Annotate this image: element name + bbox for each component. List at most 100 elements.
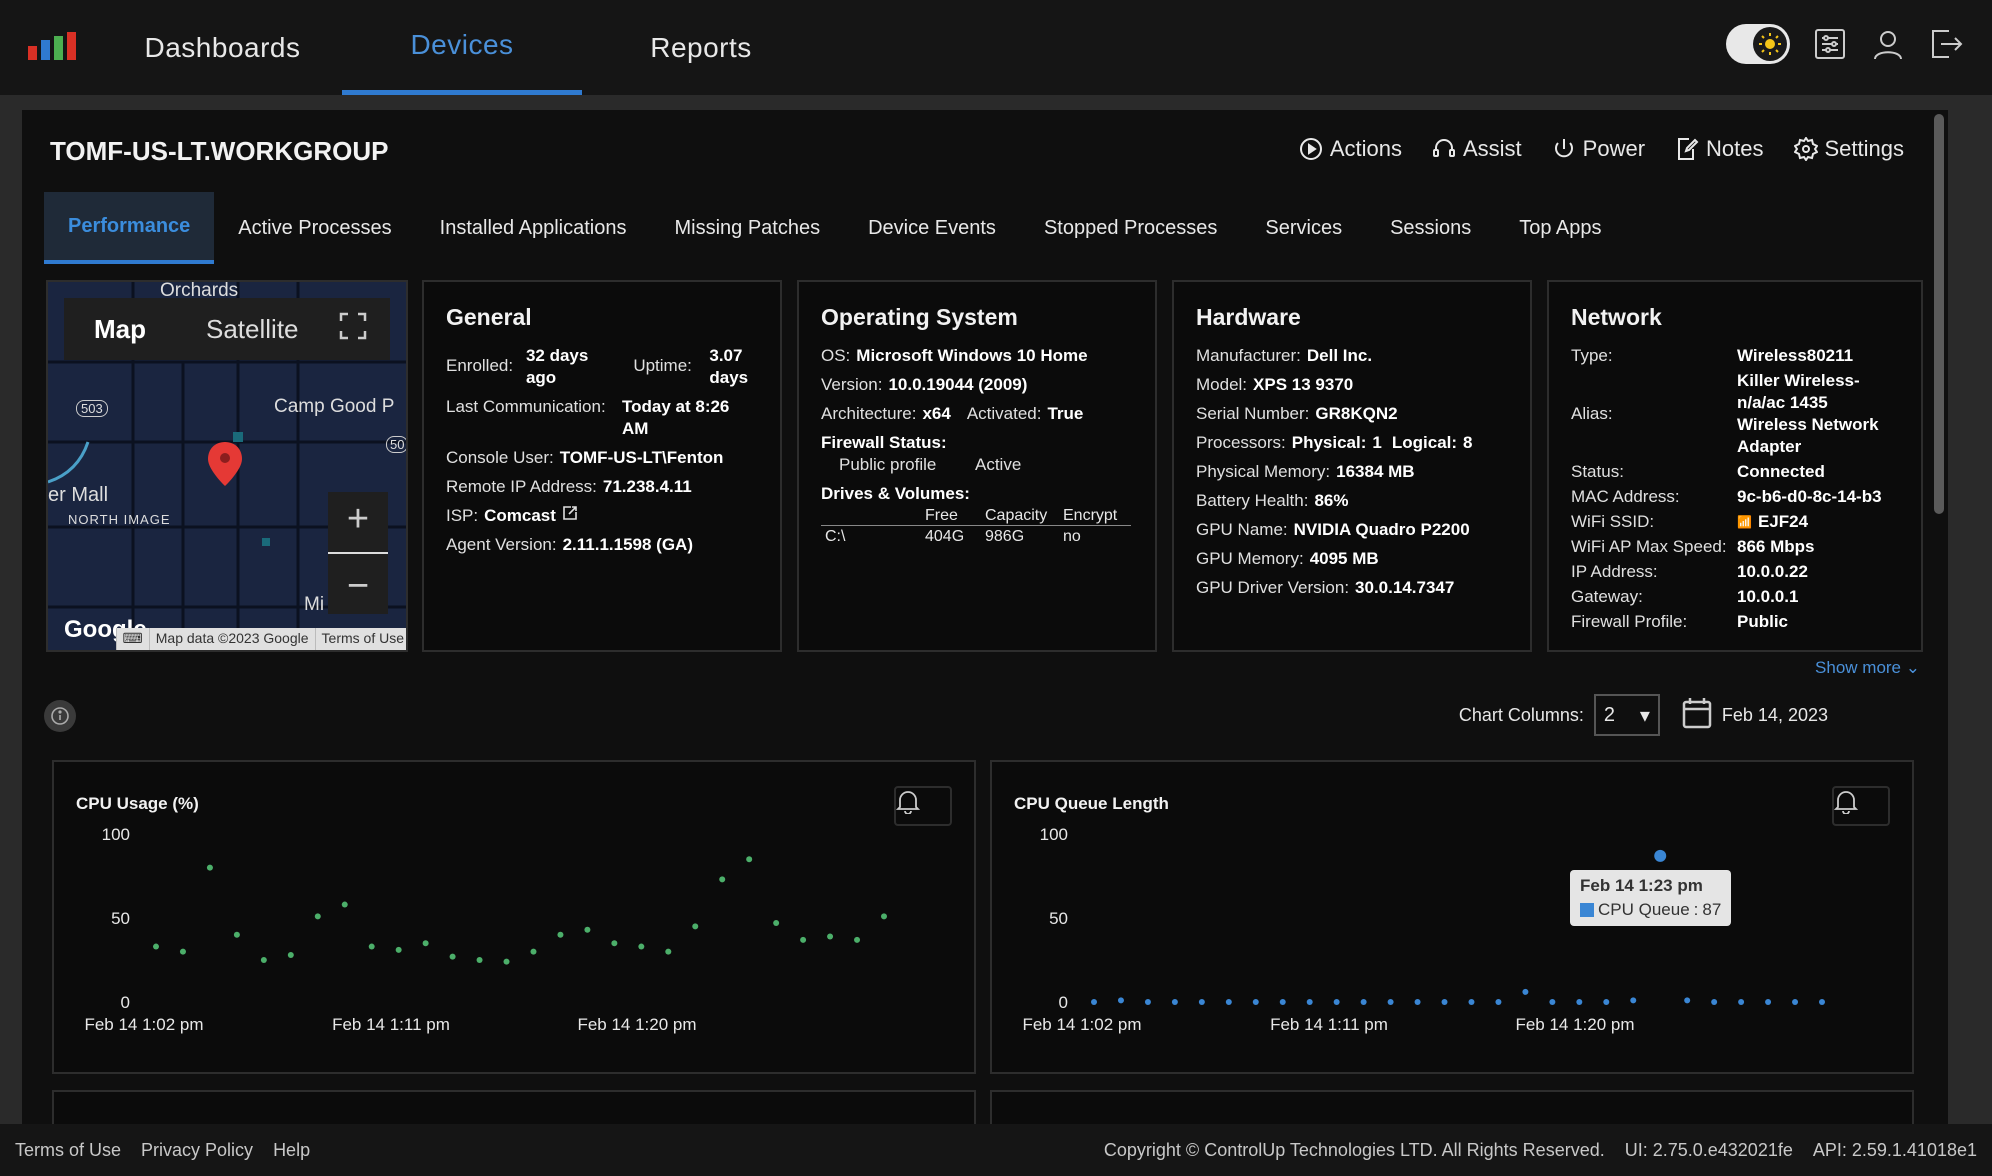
data-point[interactable]: [638, 943, 645, 950]
data-point[interactable]: [1711, 999, 1718, 1005]
data-point[interactable]: [719, 876, 726, 883]
tab-device-events[interactable]: Device Events: [868, 216, 996, 239]
data-point[interactable]: [584, 926, 591, 933]
tab-installed-applications[interactable]: Installed Applications: [439, 216, 627, 239]
data-point[interactable]: [1117, 997, 1124, 1004]
data-point[interactable]: [1252, 999, 1259, 1005]
assist-button[interactable]: Assist: [1432, 136, 1522, 162]
data-point[interactable]: [1630, 997, 1637, 1004]
actions-button[interactable]: Actions: [1299, 136, 1402, 162]
data-point[interactable]: [1576, 999, 1583, 1005]
data-point[interactable]: [1225, 999, 1232, 1005]
preferences-icon[interactable]: [1812, 26, 1848, 62]
zoom-in-button[interactable]: +: [346, 497, 370, 540]
data-point[interactable]: [503, 958, 510, 965]
data-point[interactable]: [206, 864, 213, 871]
data-point[interactable]: [530, 948, 537, 955]
data-point[interactable]: [1549, 999, 1556, 1005]
terms-of-use-link[interactable]: Terms of Use: [15, 1139, 122, 1160]
date-value[interactable]: Feb 14, 2023: [1721, 704, 1828, 725]
calendar-icon[interactable]: [1682, 697, 1712, 734]
data-point[interactable]: [449, 953, 456, 960]
data-point[interactable]: [260, 957, 267, 963]
data-point[interactable]: [1495, 999, 1502, 1005]
data-point[interactable]: [773, 920, 780, 927]
map-terms-link[interactable]: Terms of Use: [314, 628, 406, 650]
theme-toggle[interactable]: [1726, 24, 1790, 64]
data-point[interactable]: [1738, 999, 1745, 1005]
data-point[interactable]: [1387, 999, 1394, 1005]
scrollbar[interactable]: [1934, 114, 1944, 514]
privacy-policy-link[interactable]: Privacy Policy: [141, 1139, 254, 1160]
map-mode-button[interactable]: Map: [94, 313, 146, 344]
data-point[interactable]: [1414, 999, 1421, 1005]
data-point[interactable]: [611, 940, 618, 947]
help-link[interactable]: Help: [273, 1139, 311, 1160]
location-map[interactable]: Orchards Camp Good P 503 50 er Mall NORT…: [46, 280, 408, 652]
data-point[interactable]: [1819, 999, 1825, 1005]
notes-button[interactable]: Notes: [1675, 136, 1764, 162]
tab-performance[interactable]: Performance: [44, 192, 215, 264]
app-logo[interactable]: [28, 32, 76, 60]
data-point[interactable]: [1171, 999, 1178, 1005]
nav-devices[interactable]: Devices: [342, 0, 582, 95]
data-point[interactable]: [665, 948, 672, 955]
nav-reports[interactable]: Reports: [650, 31, 752, 63]
data-point[interactable]: [1603, 999, 1610, 1005]
data-point[interactable]: [179, 948, 186, 955]
data-point[interactable]: [314, 913, 321, 920]
bell-icon[interactable]: [894, 786, 952, 826]
data-point[interactable]: [881, 913, 887, 920]
tab-stopped-processes[interactable]: Stopped Processes: [1043, 216, 1218, 239]
chart-columns-select[interactable]: 2 ▾: [1593, 694, 1660, 736]
map-pin-icon[interactable]: [208, 442, 242, 491]
tab-sessions[interactable]: Sessions: [1390, 216, 1472, 239]
data-point[interactable]: [1765, 999, 1772, 1005]
tab-services[interactable]: Services: [1265, 216, 1343, 239]
data-point[interactable]: [827, 933, 834, 940]
data-point[interactable]: [1654, 849, 1667, 862]
data-point[interactable]: [422, 940, 429, 947]
data-point[interactable]: [153, 943, 159, 950]
logout-icon[interactable]: [1928, 26, 1964, 62]
power-button[interactable]: Power: [1552, 136, 1645, 162]
settings-button[interactable]: Settings: [1793, 136, 1904, 162]
user-icon[interactable]: [1870, 26, 1906, 62]
show-more-link[interactable]: Show more ⌄: [1815, 658, 1920, 677]
tab-top-apps[interactable]: Top Apps: [1519, 216, 1602, 239]
data-point[interactable]: [341, 901, 348, 908]
data-point[interactable]: [368, 943, 375, 950]
zoom-out-button[interactable]: −: [346, 565, 370, 608]
data-point[interactable]: [800, 936, 807, 943]
fullscreen-icon[interactable]: [329, 312, 367, 347]
cpu-queue-chart: CPU Queue Length 100 50 0 Feb 14 1:02 pm Feb…: [990, 760, 1914, 1074]
data-point[interactable]: [1091, 999, 1097, 1005]
satellite-mode-button[interactable]: Satellite: [206, 313, 299, 344]
data-point[interactable]: [1684, 997, 1691, 1004]
data-point[interactable]: [233, 931, 240, 938]
data-point[interactable]: [1468, 999, 1475, 1005]
data-point[interactable]: [1306, 999, 1313, 1005]
tab-active-processes[interactable]: Active Processes: [238, 216, 392, 239]
keyboard-icon[interactable]: ⌨: [115, 628, 149, 650]
nav-dashboards[interactable]: Dashboards: [144, 31, 301, 63]
data-point[interactable]: [1144, 999, 1151, 1005]
data-point[interactable]: [1522, 988, 1529, 995]
info-icon[interactable]: [44, 700, 76, 732]
tab-missing-patches[interactable]: Missing Patches: [674, 216, 821, 239]
data-point[interactable]: [1441, 999, 1448, 1005]
data-point[interactable]: [746, 856, 753, 863]
data-point[interactable]: [1333, 999, 1340, 1005]
data-point[interactable]: [1279, 999, 1286, 1005]
data-point[interactable]: [557, 931, 564, 938]
data-point[interactable]: [692, 923, 699, 930]
data-point[interactable]: [287, 951, 294, 958]
data-point[interactable]: [395, 946, 402, 953]
data-point[interactable]: [1360, 999, 1367, 1005]
data-point[interactable]: [476, 957, 483, 963]
data-point[interactable]: [1792, 999, 1799, 1005]
data-point[interactable]: [1198, 999, 1205, 1005]
data-point[interactable]: [854, 936, 861, 943]
bell-icon[interactable]: [1832, 786, 1890, 826]
external-link-icon[interactable]: [562, 505, 578, 527]
